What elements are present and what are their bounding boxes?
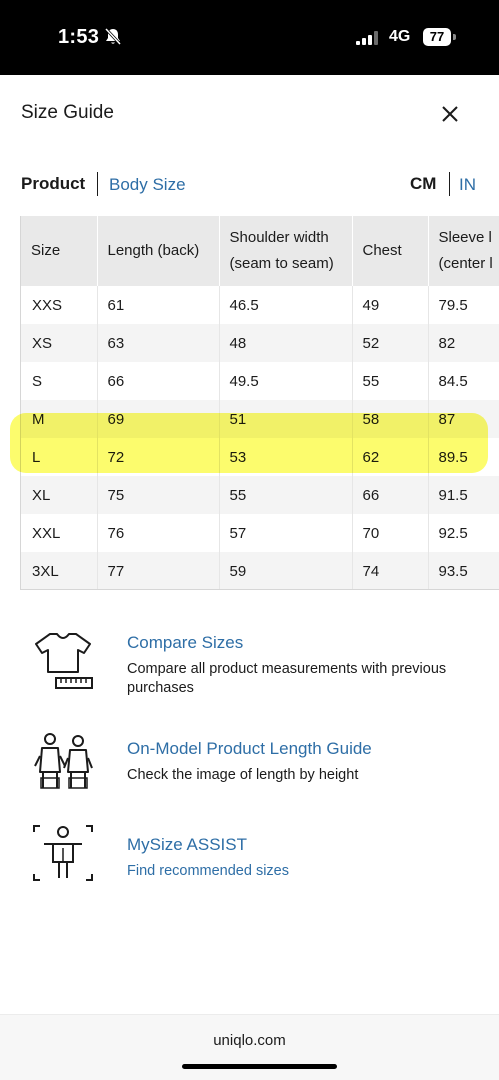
cell-sleeve: 84.5 [428,362,499,400]
cell-size: XL [21,476,98,514]
cell-shoulder: 55 [219,476,353,514]
table-row: 3XL 77 59 74 93.5 [21,552,499,589]
compare-sizes-description: Compare all product measurements with pr… [127,661,447,696]
tshirt-ruler-icon [35,633,93,689]
unit-cm-toggle[interactable]: CM [410,174,437,193]
status-time: 1:53 [58,26,100,48]
status-bar: 1:53 4G 77 [0,0,499,75]
close-icon[interactable] [437,101,463,127]
cell-length: 76 [97,514,220,552]
cell-shoulder: 48 [219,324,353,362]
signal-icon [356,31,378,45]
cell-shoulder: 57 [219,514,353,552]
on-model-guide-link[interactable]: On-Model Product Length Guide [127,739,372,758]
find-recommended-sizes-link[interactable]: Find recommended sizes [127,863,289,879]
header-length: Length (back) [97,216,220,286]
cell-sleeve: 92.5 [428,514,499,552]
cell-length: 61 [97,286,220,324]
unit-divider [449,172,450,196]
header-sleeve: Sleeve l (center l [428,216,499,286]
header-shoulder: Shoulder width (seam to seam) [219,216,353,286]
cell-size: L [21,438,98,476]
header-shoulder-line1: Shoulder width [229,229,329,246]
cell-size: XXS [21,286,98,324]
cell-size: S [21,362,98,400]
models-icon [34,733,93,789]
table-row: XL 75 55 66 91.5 [21,476,499,514]
page-title: Size Guide [21,102,114,123]
home-indicator[interactable] [182,1064,337,1069]
table-row: M 69 51 58 87 [21,400,499,438]
table-row: XS 63 48 52 82 [21,324,499,362]
bell-slash-icon [104,27,122,46]
cell-chest: 58 [352,400,429,438]
cell-length: 69 [97,400,220,438]
cell-length: 63 [97,324,220,362]
table-header-row: Size Length (back) Shoulder width (seam … [21,216,499,286]
cell-sleeve: 79.5 [428,286,499,324]
cell-shoulder: 46.5 [219,286,353,324]
size-table-container[interactable]: Size Length (back) Shoulder width (seam … [20,216,499,590]
cell-chest: 55 [352,362,429,400]
on-model-guide-description: Check the image of length by height [127,767,359,783]
compare-sizes-link[interactable]: Compare Sizes [127,633,244,652]
battery-level: 77 [429,29,445,44]
cell-sleeve: 91.5 [428,476,499,514]
cell-length: 75 [97,476,220,514]
tab-product[interactable]: Product [21,174,86,193]
cell-length: 66 [97,362,220,400]
cell-shoulder: 59 [219,552,353,589]
mysize-assist-link[interactable]: MySize ASSIST [127,835,247,854]
header-sleeve-line2: (center l [438,255,493,272]
tab-divider [97,172,98,196]
cell-sleeve: 82 [428,324,499,362]
header-size: Size [21,216,98,286]
url-label[interactable]: uniqlo.com [213,1032,286,1049]
cell-chest: 70 [352,514,429,552]
body-scan-icon [33,825,93,881]
cell-size: XXL [21,514,98,552]
cell-chest: 49 [352,286,429,324]
table-row: XXL 76 57 70 92.5 [21,514,499,552]
battery-nub [453,34,456,40]
table-row: XXS 61 46.5 49 79.5 [21,286,499,324]
cell-length: 72 [97,438,220,476]
cell-chest: 62 [352,438,429,476]
size-table: Size Length (back) Shoulder width (seam … [21,216,499,589]
cell-size: XS [21,324,98,362]
cell-chest: 52 [352,324,429,362]
tab-body-size[interactable]: Body Size [109,175,186,194]
cell-shoulder: 53 [219,438,353,476]
header-sleeve-line1: Sleeve l [438,229,492,246]
unit-in-toggle[interactable]: IN [459,175,476,194]
table-row: L 72 53 62 89.5 [21,438,499,476]
battery-icon: 77 [423,28,451,46]
cell-sleeve: 93.5 [428,552,499,589]
network-label: 4G [389,28,411,45]
header-chest: Chest [352,216,429,286]
cell-sleeve: 89.5 [428,438,499,476]
cell-shoulder: 49.5 [219,362,353,400]
cell-chest: 66 [352,476,429,514]
table-row: S 66 49.5 55 84.5 [21,362,499,400]
browser-bottom-bar: uniqlo.com [0,1014,499,1080]
cell-sleeve: 87 [428,400,499,438]
cell-size: M [21,400,98,438]
cell-size: 3XL [21,552,98,589]
header-shoulder-line2: (seam to seam) [229,255,334,272]
cell-shoulder: 51 [219,400,353,438]
cell-chest: 74 [352,552,429,589]
cell-length: 77 [97,552,220,589]
